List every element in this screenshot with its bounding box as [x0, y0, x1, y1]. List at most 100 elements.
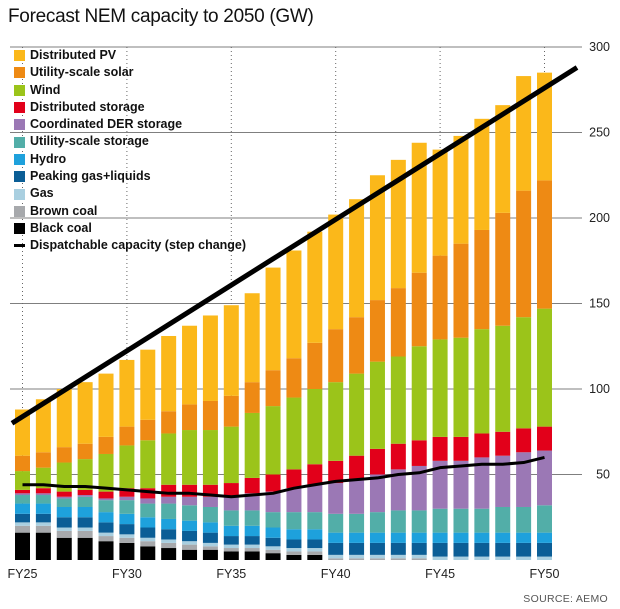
bar-distributed-storage: [432, 436, 448, 461]
legend-item: Utility-scale solar: [14, 64, 246, 81]
bar-hydro: [119, 513, 135, 525]
bar-utility-scale-solar: [516, 190, 532, 318]
bar-peaking-gas-liquids: [516, 542, 532, 557]
bar-gas: [537, 556, 552, 560]
y-tick-label: 150: [589, 297, 610, 311]
bar-utility-scale-storage: [244, 510, 260, 526]
legend-item: Coordinated DER storage: [14, 116, 246, 133]
legend-swatch: [14, 136, 25, 148]
bar-distributed-storage: [202, 484, 218, 497]
bar-gas: [474, 556, 490, 560]
bar-brown-coal: [15, 525, 30, 533]
bar-utility-scale-solar: [265, 370, 281, 407]
legend-label: Utility-scale storage: [30, 134, 149, 149]
bar-wind: [537, 308, 552, 427]
bar-peaking-gas-liquids: [98, 522, 114, 533]
bar-brown-coal: [265, 549, 281, 554]
bar-distributed-pv: [453, 135, 469, 244]
bar-utility-scale-storage: [265, 512, 281, 528]
bar-peaking-gas-liquids: [328, 542, 344, 555]
bar-distributed-storage: [223, 483, 239, 497]
bar-distributed-pv: [286, 250, 302, 359]
bar-distributed-pv: [119, 359, 135, 427]
bar-coordinated-der-storage: [516, 452, 532, 507]
bar-utility-scale-solar: [244, 382, 260, 413]
bar-gas: [390, 554, 406, 559]
bar-utility-scale-solar: [390, 288, 406, 357]
bar-hydro: [474, 532, 490, 543]
bar-peaking-gas-liquids: [537, 542, 552, 557]
bar-utility-scale-storage: [15, 495, 30, 504]
dispatchable-capacity-line: [22, 455, 545, 499]
legend-item: Gas: [14, 185, 246, 202]
bar-brown-coal: [77, 530, 93, 538]
legend-item: Brown coal: [14, 203, 246, 220]
bar-wind: [223, 426, 239, 484]
bar-distributed-storage: [390, 443, 406, 470]
bar-brown-coal: [161, 542, 177, 549]
bar-distributed-pv: [369, 175, 385, 301]
bar-hydro: [369, 532, 385, 543]
bar-wind: [495, 325, 511, 432]
legend-item: Utility-scale storage: [14, 133, 246, 150]
bar-peaking-gas-liquids: [161, 529, 177, 540]
legend-label: Dispatchable capacity (step change): [30, 238, 247, 253]
bar-utility-scale-solar: [223, 395, 239, 427]
bar-coordinated-der-storage: [119, 496, 135, 501]
bar-utility-scale-solar: [202, 400, 218, 431]
bar-brown-coal: [369, 558, 385, 560]
bar-black-coal: [15, 532, 30, 560]
bar-utility-scale-solar: [15, 455, 30, 472]
bar-distributed-storage: [140, 488, 156, 499]
y-tick-label: 250: [589, 126, 610, 140]
bar-utility-scale-storage: [369, 512, 385, 533]
bar-wind: [411, 346, 427, 441]
bar-utility-scale-storage: [98, 500, 114, 513]
bar-peaking-gas-liquids: [369, 542, 385, 555]
bar-gas: [349, 554, 365, 559]
bar-gas: [140, 537, 156, 542]
bar-wind: [432, 339, 448, 437]
y-tick-label: 200: [589, 211, 610, 225]
bar-black-coal: [35, 532, 51, 560]
bar-distributed-storage: [119, 488, 135, 497]
bar-black-coal: [286, 554, 302, 560]
bar-utility-scale-solar: [474, 229, 490, 330]
bar-hydro: [265, 527, 281, 538]
bar-hydro: [244, 525, 260, 537]
bar-coordinated-der-storage: [328, 483, 344, 514]
bar-peaking-gas-liquids: [15, 513, 30, 523]
bar-coordinated-der-storage: [15, 493, 30, 496]
bar-hydro: [140, 517, 156, 528]
bar-distributed-storage: [495, 431, 511, 456]
bar-coordinated-der-storage: [56, 496, 72, 499]
bar-wind: [182, 430, 198, 485]
bar-utility-scale-storage: [56, 498, 72, 507]
bar-distributed-storage: [15, 489, 30, 494]
legend-swatch: [14, 171, 25, 183]
bar-distributed-pv: [98, 373, 114, 437]
bar-brown-coal: [119, 537, 135, 543]
bar-distributed-storage: [265, 474, 281, 492]
bar-distributed-storage: [244, 477, 260, 494]
x-tick-label: FY50: [530, 567, 560, 581]
bar-coordinated-der-storage: [244, 493, 260, 511]
bar-brown-coal: [182, 544, 198, 550]
bar-gas: [15, 522, 30, 526]
bar-peaking-gas-liquids: [119, 524, 135, 535]
bar-black-coal: [140, 546, 156, 560]
legend: Distributed PV Utility-scale solar Wind Dis…: [14, 47, 246, 255]
bar-utility-scale-storage: [537, 505, 552, 533]
bar-coordinated-der-storage: [223, 496, 239, 511]
bar-gas: [265, 546, 281, 550]
bar-hydro: [411, 532, 427, 543]
legend-swatch: [14, 223, 25, 235]
legend-swatch: [14, 119, 25, 131]
bar-distributed-pv: [202, 315, 218, 401]
bar-wind: [307, 389, 323, 465]
bar-utility-scale-storage: [161, 503, 177, 519]
bar-utility-scale-storage: [35, 495, 51, 504]
bar-peaking-gas-liquids: [307, 539, 323, 549]
bar-gas: [411, 554, 427, 559]
bar-hydro: [453, 532, 469, 543]
